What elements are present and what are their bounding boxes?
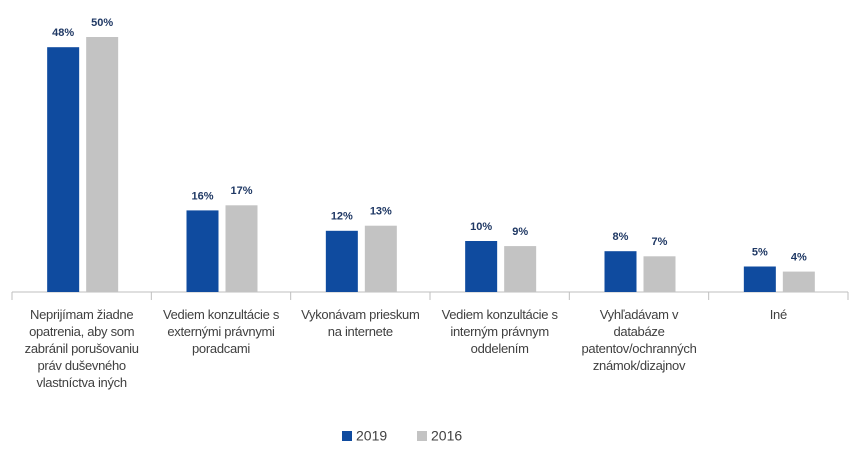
bar [465,241,498,292]
value-label: 4% [791,252,807,264]
legend-label: 2016 [431,428,462,444]
bar [325,230,358,292]
bar [743,266,776,292]
bar [186,210,219,292]
bar [604,251,637,292]
value-label: 48% [52,27,74,39]
value-label: 8% [613,231,629,243]
value-label: 16% [191,190,213,202]
bar [504,246,537,292]
x-tick-label: Vediem konzultácie s externými právnymi … [162,307,280,356]
value-label: 7% [652,236,668,248]
value-label: 50% [91,17,113,29]
value-label: 10% [470,221,492,233]
bar [364,225,397,292]
value-label: 5% [752,246,768,258]
x-tick-label: Vyhľadávam v databáze patentov/ochrannýc… [581,307,697,373]
x-tick-label: Vediem konzultácie s interným právnym od… [441,307,558,356]
value-label: 17% [230,185,252,197]
x-tick-label: Neprijímam žiadne opatrenia, aby som zab… [24,307,139,390]
legend-swatch [417,431,427,441]
legend-label: 2019 [356,428,387,444]
x-tick-label: Vykonávam prieskum na internete [301,307,420,339]
bar [782,271,815,292]
x-tick-label: Iné [769,307,787,322]
legend-swatch [342,431,352,441]
value-label: 12% [331,211,353,223]
value-label: 9% [512,226,528,238]
bar [47,47,80,293]
bar [225,205,258,292]
bar [86,37,119,292]
value-label: 13% [370,206,392,218]
bar [643,256,676,292]
